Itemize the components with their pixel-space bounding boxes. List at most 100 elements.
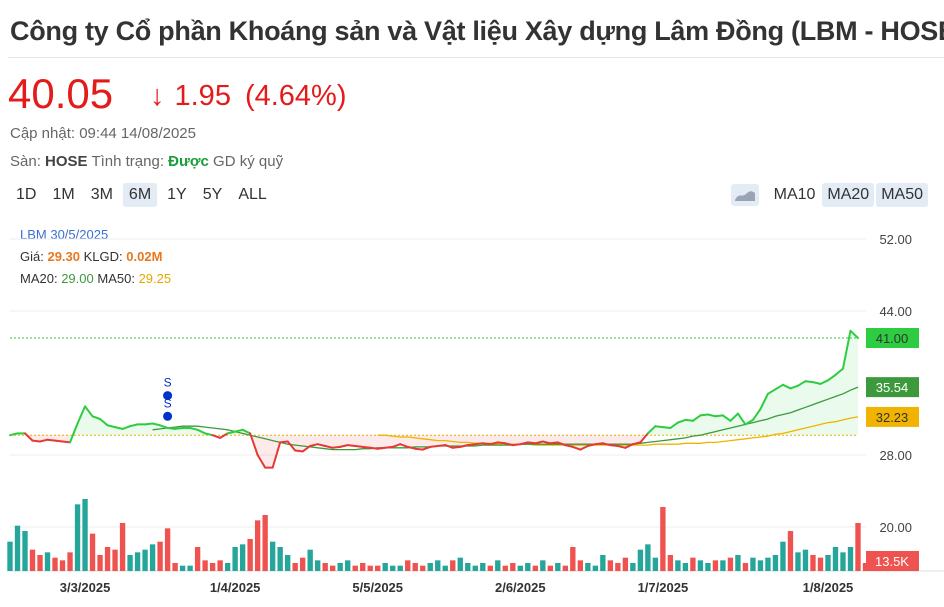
- price-segment: [46, 438, 57, 442]
- price-fill: [302, 435, 311, 452]
- volume-bar: [652, 557, 659, 571]
- volume-bar: [97, 555, 103, 571]
- price-segment: [309, 443, 319, 447]
- ma-button-ma50[interactable]: MA50: [876, 183, 928, 207]
- volume-bar: [847, 547, 854, 571]
- price-fill: [820, 380, 828, 436]
- volume-bar: [299, 557, 306, 571]
- price-segment: [586, 443, 597, 447]
- divider: [8, 57, 944, 58]
- volume-bar: [600, 555, 606, 571]
- price-segment: [729, 412, 739, 422]
- volume-bar: [570, 547, 576, 571]
- price-segment: [91, 415, 102, 420]
- price-segment: [579, 445, 589, 451]
- volume-bar: [187, 565, 193, 571]
- price-segment: [654, 425, 664, 429]
- volume-bar: [352, 565, 358, 571]
- range-button-5y[interactable]: 5Y: [202, 186, 223, 203]
- range-button-3m[interactable]: 3M: [90, 186, 113, 203]
- price-fill: [295, 435, 303, 452]
- ma20-line: [152, 386, 859, 451]
- price-fill: [550, 435, 558, 444]
- range-selector: 1D 1M 3M 6M 1Y 5Y ALL: [10, 183, 277, 207]
- volume-bar: [517, 565, 523, 571]
- price-fill: [790, 385, 798, 436]
- volume-bar: [52, 557, 58, 571]
- volume-bar: [757, 560, 764, 571]
- ma-button-ma10[interactable]: MA10: [773, 186, 816, 203]
- volume-bar: [802, 549, 809, 571]
- volume-bar: [487, 565, 493, 571]
- volume-bar: [390, 565, 396, 571]
- price-segment: [774, 383, 784, 391]
- price-fill: [715, 415, 723, 436]
- price-segment: [211, 434, 222, 439]
- range-button-1d[interactable]: 1D: [16, 186, 37, 203]
- price-segment: [384, 445, 394, 449]
- volume-bar: [194, 547, 201, 571]
- volume-bar: [810, 555, 816, 571]
- volume-bar: [360, 563, 366, 571]
- price-segment: [249, 432, 259, 456]
- price-segment: [699, 413, 709, 417]
- price-fill: [670, 422, 678, 436]
- price-segment: [331, 445, 342, 449]
- range-button-all[interactable]: ALL: [238, 186, 267, 203]
- volume-bar: [457, 557, 463, 571]
- price-segment: [286, 440, 297, 452]
- price-segment: [271, 441, 282, 469]
- price-segment: [676, 418, 687, 424]
- price-fill: [137, 424, 146, 436]
- price-segment: [534, 440, 544, 445]
- price-fill: [662, 427, 671, 436]
- range-button-6m[interactable]: 6M: [122, 183, 158, 207]
- volume-bar: [765, 557, 771, 571]
- volume-bar: [787, 531, 794, 571]
- range-button-1y[interactable]: 1Y: [167, 186, 187, 203]
- volume-bar: [330, 565, 336, 571]
- volume-bar: [59, 560, 66, 571]
- volume-bar: [232, 547, 238, 571]
- volume-bar: [224, 563, 231, 571]
- range-button-1m[interactable]: 1M: [52, 186, 75, 203]
- price-fill: [85, 406, 93, 436]
- volume-bar: [307, 549, 313, 571]
- price-change: ↓ 1.95 (4.64%): [150, 80, 347, 113]
- volume-bar: [855, 523, 861, 571]
- price-segment: [99, 418, 109, 427]
- change-value: 1.95: [174, 80, 231, 112]
- price-fill: [325, 435, 333, 448]
- price-segment: [706, 413, 717, 418]
- price-fill: [835, 368, 843, 436]
- price-segment: [436, 444, 447, 447]
- price-segment: [204, 432, 214, 437]
- volume-bar: [420, 565, 426, 571]
- price-fill: [505, 435, 513, 446]
- x-tick-label: 3/3/2025: [60, 580, 111, 595]
- info-ma50-value: 29.25: [138, 271, 172, 286]
- price-fill: [512, 435, 521, 446]
- x-tick-label: 1/8/2025: [803, 580, 854, 595]
- volume-bar: [750, 557, 756, 571]
- ma-button-ma20[interactable]: MA20: [822, 183, 875, 207]
- price-segment: [526, 441, 537, 445]
- area-chart-icon[interactable]: [730, 184, 759, 206]
- volume-bar: [82, 499, 88, 571]
- price-segment: [354, 445, 364, 448]
- info-price-value: 29.30: [47, 249, 81, 264]
- volume-bar: [675, 560, 681, 571]
- price-segment: [631, 441, 642, 446]
- signal-dot: [163, 391, 173, 401]
- volume-bar: [172, 563, 178, 571]
- volume-bar: [690, 557, 696, 571]
- volume-bar: [134, 552, 141, 571]
- volume-bar: [37, 555, 43, 571]
- volume-bar: [630, 563, 636, 571]
- price-segment: [69, 422, 79, 444]
- price-fill: [587, 435, 596, 446]
- volume-bar: [817, 557, 824, 571]
- price-fill: [572, 435, 581, 450]
- price-segment: [684, 418, 694, 422]
